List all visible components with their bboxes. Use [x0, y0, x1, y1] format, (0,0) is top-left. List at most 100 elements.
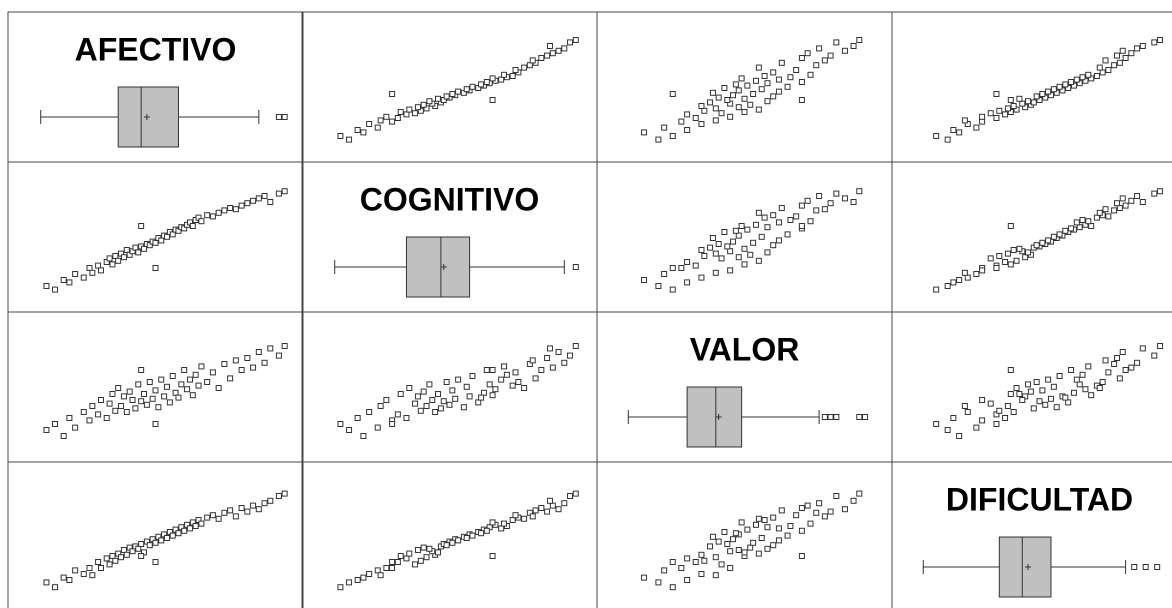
panel	[891, 461, 1172, 608]
outlier	[821, 414, 828, 420]
point	[261, 359, 268, 366]
point	[1105, 67, 1112, 73]
point	[678, 565, 685, 571]
point	[709, 89, 716, 96]
point	[163, 535, 170, 541]
point	[192, 523, 199, 529]
point	[1007, 223, 1014, 229]
box	[686, 386, 743, 448]
point	[346, 579, 353, 586]
point	[1004, 250, 1011, 257]
point	[437, 405, 444, 412]
point	[996, 253, 1003, 259]
point	[993, 115, 1000, 121]
point	[469, 532, 476, 539]
point	[43, 283, 50, 289]
point	[1111, 62, 1118, 69]
point	[784, 231, 791, 238]
point	[856, 37, 863, 43]
point	[483, 79, 490, 85]
point	[1116, 59, 1123, 66]
point	[178, 381, 185, 388]
point	[738, 75, 745, 82]
point	[209, 369, 216, 376]
point	[394, 559, 401, 565]
point	[1045, 376, 1052, 383]
point	[750, 91, 757, 97]
point	[135, 381, 142, 388]
point	[414, 104, 421, 111]
point	[501, 363, 508, 370]
point	[106, 400, 113, 407]
mean-marker	[1025, 564, 1032, 570]
point	[1082, 386, 1089, 393]
point	[993, 265, 1000, 271]
point	[1096, 385, 1103, 391]
point	[933, 133, 940, 139]
point	[727, 565, 734, 571]
point	[747, 101, 754, 108]
point	[730, 238, 737, 245]
point	[423, 403, 430, 409]
point	[204, 514, 211, 521]
point	[109, 261, 116, 268]
point	[1030, 405, 1037, 412]
point	[1016, 391, 1023, 397]
point	[232, 206, 239, 213]
point	[250, 502, 257, 509]
outlier	[1131, 564, 1138, 570]
point	[512, 67, 519, 73]
point	[489, 75, 496, 82]
point	[727, 267, 734, 274]
point	[764, 224, 771, 231]
point	[43, 579, 50, 586]
point	[394, 115, 401, 121]
point	[761, 73, 768, 79]
point	[1025, 98, 1032, 105]
point	[821, 206, 828, 213]
point	[244, 200, 251, 207]
point	[961, 117, 968, 124]
point	[770, 514, 777, 521]
point	[833, 39, 840, 46]
point	[158, 376, 165, 383]
outlier	[572, 264, 579, 270]
point	[152, 387, 159, 394]
point	[833, 190, 840, 197]
point	[95, 411, 102, 418]
point	[483, 527, 490, 534]
point	[752, 521, 759, 528]
point	[281, 188, 288, 195]
point	[132, 405, 139, 412]
point	[787, 523, 794, 529]
point	[397, 391, 404, 397]
point	[724, 243, 731, 250]
point	[152, 539, 159, 546]
point	[718, 561, 725, 568]
point	[1033, 242, 1040, 249]
point	[221, 509, 228, 516]
point	[143, 401, 150, 408]
point	[489, 553, 496, 559]
point	[483, 367, 490, 373]
point	[701, 107, 708, 114]
point	[403, 415, 410, 421]
point	[267, 199, 274, 205]
point	[641, 277, 648, 283]
point	[544, 355, 551, 361]
point	[1157, 188, 1164, 195]
point	[1039, 91, 1046, 97]
point	[403, 555, 410, 562]
point	[684, 111, 691, 118]
mean-marker	[715, 414, 722, 420]
point	[118, 403, 125, 409]
point	[250, 364, 257, 371]
point	[715, 538, 722, 545]
point	[721, 529, 728, 535]
point	[89, 269, 96, 276]
point	[86, 565, 93, 571]
point	[750, 239, 757, 246]
point	[1079, 74, 1086, 81]
point	[747, 251, 754, 258]
point	[141, 245, 148, 252]
